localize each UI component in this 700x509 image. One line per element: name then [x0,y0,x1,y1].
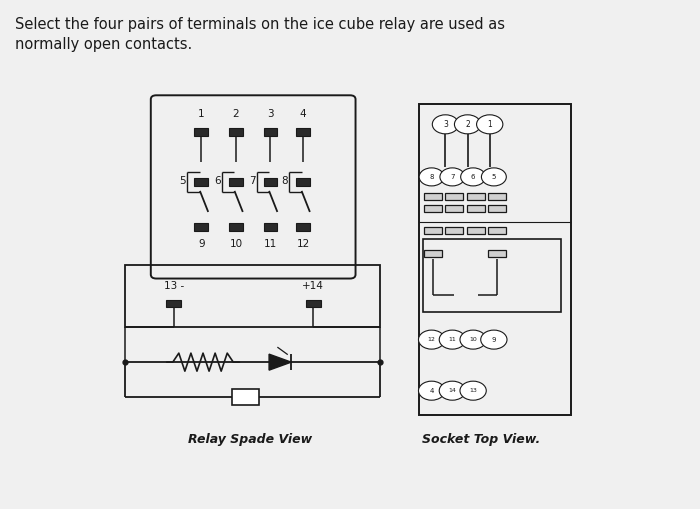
Bar [424,250,442,257]
Text: 6: 6 [471,174,475,180]
Text: 5: 5 [179,176,186,186]
Text: 11: 11 [449,337,456,342]
Text: 8: 8 [429,174,434,180]
Circle shape [433,115,459,134]
Bar [195,128,208,136]
Polygon shape [269,354,291,370]
Circle shape [460,330,486,349]
Text: Socket Top View.: Socket Top View. [422,433,540,446]
Bar [296,178,310,186]
Bar [195,223,208,231]
Bar [488,206,505,212]
Circle shape [481,330,507,349]
Text: 13 -: 13 - [164,280,183,291]
Circle shape [419,168,444,186]
Bar [263,178,277,186]
Text: 4: 4 [429,388,434,393]
Text: 13: 13 [469,388,477,393]
Bar [296,128,310,136]
Text: 2: 2 [466,120,470,129]
Text: 6: 6 [214,176,220,186]
Bar [263,223,277,231]
Text: normally open contacts.: normally open contacts. [15,37,192,52]
Text: 9: 9 [491,336,496,343]
Bar [467,206,485,212]
Text: 10: 10 [469,337,477,342]
Bar [229,223,243,231]
Circle shape [454,115,481,134]
Circle shape [482,168,506,186]
Text: 10: 10 [230,239,242,249]
Bar [263,128,277,136]
Bar [444,206,463,212]
Circle shape [440,168,465,186]
Text: 14: 14 [449,388,456,393]
Bar [467,193,485,201]
Text: 3: 3 [443,120,448,129]
Bar [296,223,310,231]
Circle shape [477,115,503,134]
Bar [306,300,321,306]
Circle shape [439,330,466,349]
Bar [444,193,463,201]
Text: +14: +14 [302,280,324,291]
Bar [125,265,379,327]
Text: 8: 8 [281,176,288,186]
Bar [424,193,442,201]
Text: 3: 3 [267,109,274,119]
Text: 11: 11 [264,239,277,249]
Text: 7: 7 [450,174,454,180]
Bar [444,228,463,235]
Bar [229,178,243,186]
Circle shape [461,168,486,186]
Text: Relay Spade View: Relay Spade View [188,433,312,446]
Text: 7: 7 [248,176,256,186]
Bar [229,128,243,136]
Bar [488,228,505,235]
Text: 12: 12 [428,337,435,342]
Bar [488,250,505,257]
Circle shape [460,381,486,400]
Text: 1: 1 [487,120,492,129]
Text: 9: 9 [198,239,204,249]
Circle shape [439,381,466,400]
Text: 12: 12 [296,239,309,249]
Text: 1: 1 [198,109,204,119]
Bar [488,193,505,201]
Bar [424,206,442,212]
Text: 2: 2 [232,109,239,119]
Bar [166,300,181,306]
Circle shape [419,381,444,400]
Text: 5: 5 [491,174,496,180]
Bar [424,228,442,235]
Bar [232,389,259,405]
Bar [419,104,571,415]
Circle shape [419,330,444,349]
Text: Select the four pairs of terminals on the ice cube relay are used as: Select the four pairs of terminals on th… [15,17,505,32]
Bar [467,228,485,235]
Bar [195,178,208,186]
Bar [423,239,561,312]
Text: 4: 4 [300,109,307,119]
